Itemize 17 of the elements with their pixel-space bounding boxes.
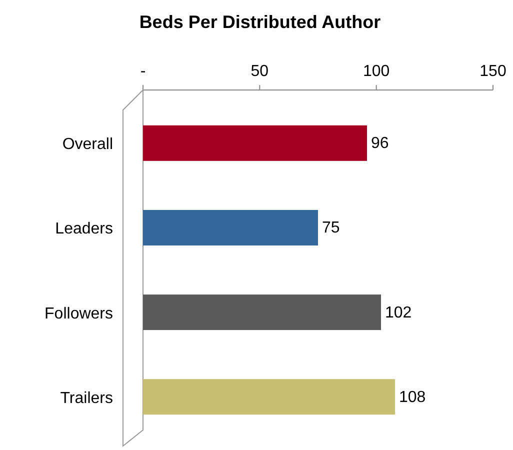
y-tick-label: Overall <box>62 136 113 154</box>
x-tick-label: - <box>140 63 146 80</box>
data-label: 102 <box>385 304 412 322</box>
data-label: 96 <box>371 135 389 152</box>
y-tick-label: Followers <box>44 305 113 322</box>
bar <box>143 125 367 161</box>
y-tick-label: Trailers <box>60 390 113 407</box>
data-label: 108 <box>399 388 426 406</box>
data-label: 75 <box>322 220 340 237</box>
bar <box>143 294 381 330</box>
bar <box>143 379 395 415</box>
x-tick-label: 150 <box>480 63 506 80</box>
y-tick-label: Leaders <box>55 220 113 238</box>
x-tick-label: 50 <box>250 63 269 80</box>
x-tick-label: 100 <box>362 63 390 80</box>
bar <box>143 210 318 246</box>
chart-title: Beds Per Distributed Author <box>139 12 381 32</box>
